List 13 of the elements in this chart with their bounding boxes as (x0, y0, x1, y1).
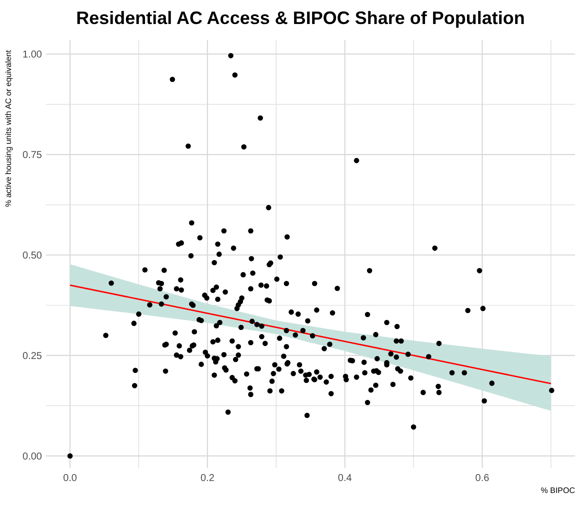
line-series (69, 284, 552, 384)
x-tick-label: 0.4 (338, 473, 352, 484)
y-tick-label: 1.00 (22, 50, 42, 61)
y-tick-label: 0.00 (22, 451, 42, 462)
y-axis-title: % active housing units with AC or equivalent (4, 49, 13, 207)
chart-title: Residential AC Access & BIPOC Share of Population (76, 8, 525, 28)
y-tick-label: 0.50 (22, 250, 42, 262)
y-tick-label: 0.25 (22, 350, 42, 362)
x-tick-label: 0.2 (200, 473, 215, 484)
x-axis-title: % BIPOC (540, 486, 576, 495)
x-tick-label: 0.6 (475, 473, 490, 484)
y-tick-label: 0.75 (22, 150, 42, 162)
x-tick-label: 0.0 (63, 473, 78, 484)
